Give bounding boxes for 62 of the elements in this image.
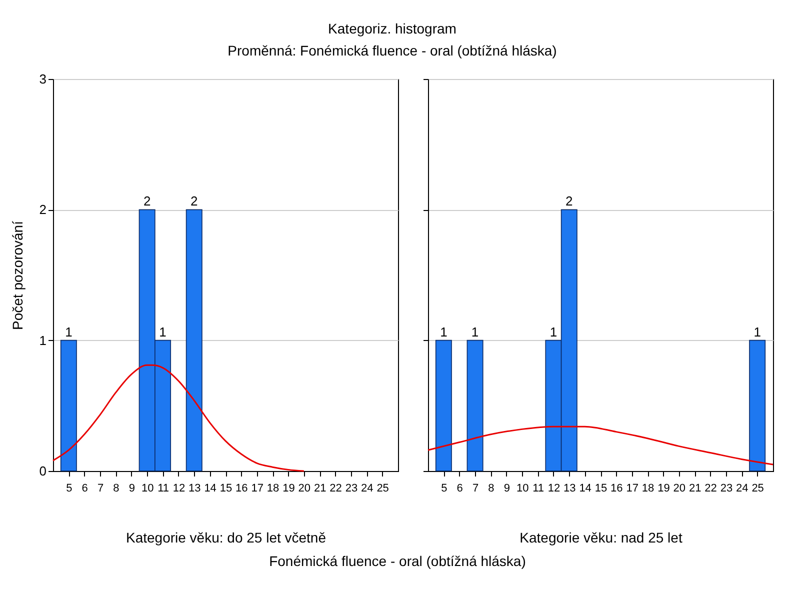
text: Fonémická fluence - oral (obtížná hláska) bbox=[268, 553, 527, 569]
data-label: 2 bbox=[143, 194, 151, 209]
x-tick-label: 19 bbox=[658, 482, 670, 494]
x-tick-label: 21 bbox=[314, 482, 326, 494]
x-tick-label: 12 bbox=[172, 482, 186, 494]
y-tick-label: 2 bbox=[39, 202, 46, 218]
data-label: 1 bbox=[550, 324, 558, 340]
x-tick-label: 25 bbox=[752, 482, 764, 494]
x-tick-label: 22 bbox=[330, 482, 342, 494]
x-tick-label: 9 bbox=[504, 482, 510, 494]
x-axis-title: Kategorie věku: do 25 let včetně bbox=[126, 530, 326, 546]
y-tick-label: 0 bbox=[39, 464, 46, 478]
x-tick-label: 8 bbox=[113, 482, 120, 494]
x-tick-label: 14 bbox=[204, 482, 216, 494]
x-tick-label: 9 bbox=[128, 482, 135, 494]
x-tick-label: 24 bbox=[736, 482, 748, 494]
line-series bbox=[52, 364, 305, 472]
y-tick-label: 3 bbox=[39, 72, 46, 86]
x-tick-label: 14 bbox=[579, 482, 592, 494]
x-tick-label: 6 bbox=[82, 482, 88, 494]
x-tick-label: 22 bbox=[704, 482, 717, 494]
x-tick-label: 20 bbox=[673, 482, 686, 494]
x-tick-label: 17 bbox=[251, 482, 264, 494]
x-tick-label: 8 bbox=[488, 482, 494, 494]
x-tick-label: 15 bbox=[220, 482, 232, 494]
x-tick-label: 16 bbox=[610, 482, 623, 494]
data-label: 1 bbox=[65, 324, 72, 340]
x-tick-label: 25 bbox=[376, 482, 389, 494]
x-tick-label: 7 bbox=[472, 482, 479, 494]
x-tick-label: 7 bbox=[97, 482, 104, 494]
x-tick-label: 15 bbox=[594, 482, 608, 494]
x-tick-label: 12 bbox=[548, 482, 560, 494]
x-tick-label: 13 bbox=[564, 482, 576, 494]
data-label: 1 bbox=[754, 324, 761, 340]
x-tick-label: 6 bbox=[456, 482, 463, 494]
x-tick-label: 20 bbox=[298, 482, 311, 494]
x-tick-label: 11 bbox=[532, 482, 544, 494]
data-label: 1 bbox=[159, 324, 166, 340]
x-tick-label: 18 bbox=[642, 482, 654, 494]
chart-subtitle: Proměnná: Fonémická fluence - oral (obtížná hláska) bbox=[228, 42, 557, 58]
x-tick-label: 19 bbox=[282, 482, 295, 494]
data-label: 2 bbox=[190, 194, 198, 209]
x-tick-label: 13 bbox=[188, 482, 201, 494]
x-tick-label: 11 bbox=[158, 482, 169, 494]
x-tick-label: 21 bbox=[688, 482, 702, 494]
x-tick-label: 23 bbox=[720, 482, 733, 494]
x-tick-label: 23 bbox=[345, 482, 358, 494]
x-tick-label: 10 bbox=[516, 482, 529, 494]
chart-title: Kategoriz. histogram bbox=[328, 20, 456, 36]
x-tick-label: 5 bbox=[441, 482, 448, 494]
x-tick-label: 24 bbox=[361, 482, 374, 494]
x-tick-label: 16 bbox=[236, 482, 248, 494]
data-label: 2 bbox=[566, 194, 573, 209]
x-tick-label: 5 bbox=[66, 482, 72, 494]
x-tick-label: 17 bbox=[626, 482, 638, 494]
y-axis-title: Počet pozorování bbox=[9, 220, 26, 330]
x-tick-label: 18 bbox=[266, 482, 280, 494]
data-label: 1 bbox=[440, 324, 448, 340]
x-axis-title: Kategorie věku: nad 25 let bbox=[520, 530, 682, 546]
y-tick-label: 1 bbox=[39, 332, 46, 348]
x-tick-label: 10 bbox=[141, 482, 154, 494]
data-label: 1 bbox=[471, 324, 479, 340]
